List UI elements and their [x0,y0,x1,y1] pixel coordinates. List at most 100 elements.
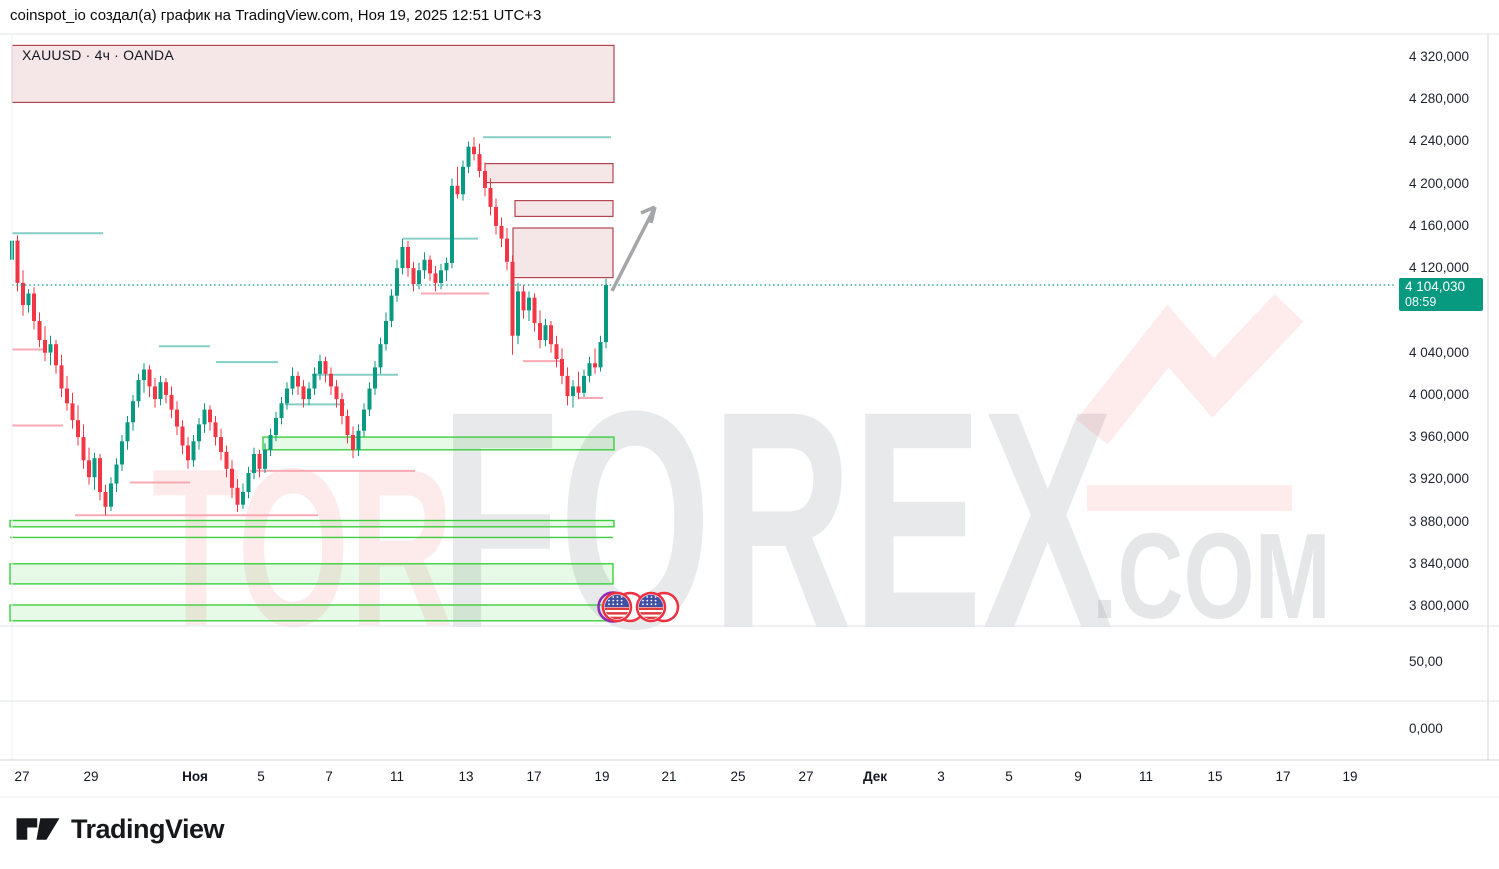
candle-body [565,375,570,396]
candle-body [290,375,295,389]
price-axis-label: 4 000,000 [1409,387,1470,402]
last-price-label: 4 104,030 08:59 [1399,278,1483,311]
supply-zone[interactable] [512,227,614,279]
candle-body [422,259,427,271]
torforex-watermark-com: .COM [1092,508,1331,644]
candle-body [384,321,388,345]
candle-body [296,375,300,387]
candle-body [466,146,471,167]
candle-body [367,388,372,410]
candle-body [571,386,575,396]
candle-body [516,291,520,336]
candle-body [439,270,443,283]
candle-body [560,359,564,376]
candle-body [318,361,322,374]
time-axis-label: 17 [1275,769,1291,784]
time-axis-label: 11 [389,769,404,784]
us-flag-icon[interactable] [635,591,680,623]
candle-body [274,418,278,435]
supply-zone[interactable] [484,163,614,184]
candle-body [263,449,267,469]
price-axis-label: 4 240,000 [1409,133,1470,148]
candle-body [241,492,245,505]
candle-body [54,344,58,366]
candle-body [411,268,416,284]
supply-zone[interactable] [514,200,614,218]
candle-body [15,240,20,283]
price-axis-label: 4 160,000 [1409,218,1470,233]
candle-body [521,291,526,311]
candle-body [472,146,476,155]
candle-body [538,323,542,340]
candle-body [230,468,234,488]
price-axis-label: 3 880,000 [1409,514,1470,529]
candle-body [527,297,531,311]
candle-body [428,259,432,274]
candle-body [450,185,454,263]
time-axis-label: 9 [1074,769,1082,784]
demand-zone[interactable] [9,563,614,585]
supply-zone[interactable] [11,44,615,104]
candle-body [219,437,223,452]
candle-body [26,293,31,306]
time-axis-label: 11 [1138,769,1153,784]
projection-arrow-head [640,205,656,215]
candle-body [285,388,289,404]
candle-body [43,340,47,353]
candle-body [136,380,141,402]
candle-body [59,365,64,389]
demand-zone[interactable] [262,436,615,451]
candle-body [373,367,377,389]
candle-body [549,325,553,345]
candle-body [92,458,97,478]
candle-body [582,375,586,393]
candle-body [505,238,509,262]
time-axis-label: 7 [325,769,333,784]
candle-body [268,435,273,450]
time-axis-label: 19 [1342,769,1358,784]
candle-body [125,422,130,442]
time-axis-label: 21 [661,769,677,784]
time-axis-label: 5 [1005,769,1013,784]
candle-body [202,409,207,425]
candle-body [389,295,394,321]
candle-body [329,373,333,387]
price-axis-label: 4 280,000 [1409,91,1470,106]
candle-body [257,454,262,469]
candle-body [483,171,487,188]
candle-body [235,487,240,505]
projection-arrow[interactable] [610,206,657,292]
torforex-watermark-forex: FOREX [440,346,1113,693]
candle-body [499,225,504,239]
candle-body [587,363,592,376]
symbol-legend[interactable]: XAUUSD · 4ч · OANDA [22,47,174,63]
tradingview-logo-icon [16,818,60,840]
candle-body [32,293,36,321]
price-axis-label: 4 320,000 [1409,49,1470,64]
candle-body [593,363,597,368]
tradingview-logo[interactable]: TradingView [15,812,225,846]
candle-body [406,247,410,269]
time-axis-label: 15 [1207,769,1223,784]
candle-body [109,483,113,507]
demand-zone[interactable] [9,519,615,528]
candle-body [455,185,460,195]
candle-body [598,342,603,368]
candle-body [488,187,493,207]
candle-body [252,454,256,473]
candle-body [180,426,185,446]
candle-body [175,409,179,427]
candle-body [246,473,251,492]
price-axis-label: 4 040,000 [1409,345,1470,360]
candle-body [323,361,328,374]
candle-body [147,369,152,387]
candle-body [351,435,355,450]
time-axis-label: 5 [257,769,265,784]
candle-body [604,285,608,343]
candle-body [576,386,581,393]
time-axis-label: 29 [83,769,99,784]
bar-countdown: 08:59 [1405,295,1437,309]
demand-zone[interactable] [9,604,614,622]
chart-attribution-title: coinspot_io создал(а) график на TradingV… [10,7,542,24]
